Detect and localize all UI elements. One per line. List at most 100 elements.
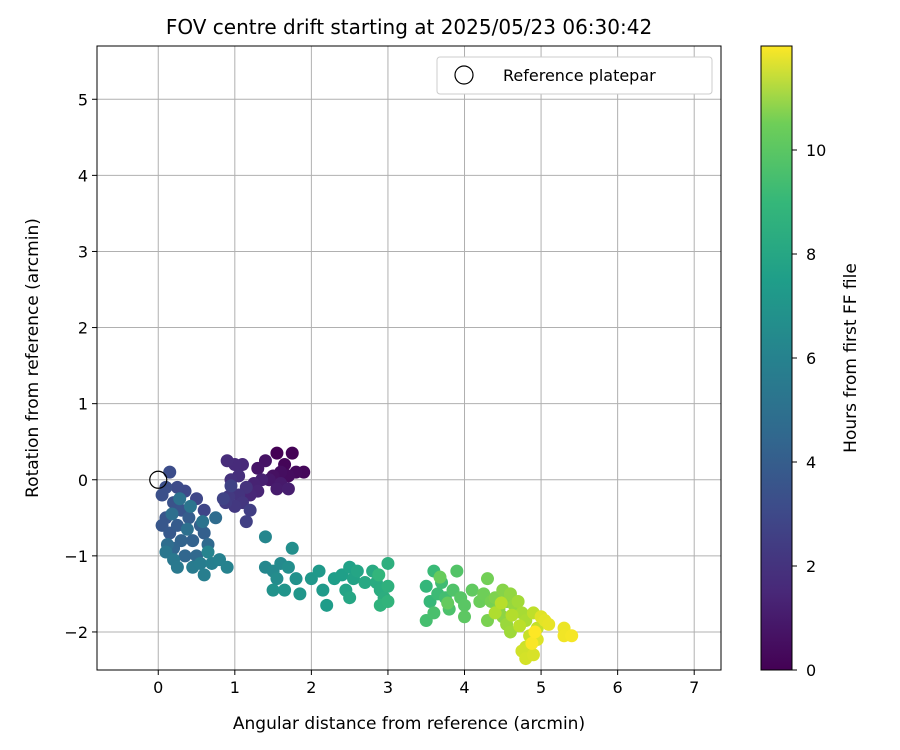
- data-point: [182, 511, 196, 525]
- data-point: [180, 522, 194, 536]
- data-point: [197, 568, 211, 582]
- data-point: [196, 515, 210, 529]
- data-point: [542, 617, 556, 631]
- grid-lines: [97, 46, 721, 670]
- data-point: [285, 541, 299, 555]
- data-point: [165, 507, 179, 521]
- data-point: [458, 598, 472, 612]
- reference-point-marker: [149, 470, 168, 489]
- y-tick-label: 5: [78, 90, 88, 109]
- data-point: [239, 515, 253, 529]
- colorbar-tick-label: 2: [806, 557, 816, 576]
- data-point: [513, 619, 527, 633]
- x-tick-label: 4: [459, 678, 469, 697]
- data-point: [450, 564, 464, 578]
- data-point: [201, 545, 215, 559]
- data-point: [220, 560, 234, 574]
- data-point: [197, 526, 211, 540]
- data-point: [281, 560, 295, 574]
- chart-title: FOV centre drift starting at 2025/05/23 …: [166, 15, 652, 39]
- data-point: [243, 503, 257, 517]
- data-point: [312, 564, 326, 578]
- data-point: [316, 583, 330, 597]
- y-tick-label: −1: [64, 547, 88, 566]
- legend-marker-icon: [454, 65, 474, 85]
- x-tick-label: 3: [383, 678, 393, 697]
- data-point: [488, 606, 502, 620]
- data-point: [266, 583, 280, 597]
- data-point: [270, 446, 284, 460]
- y-tick-label: 3: [78, 242, 88, 261]
- data-point: [285, 446, 299, 460]
- data-point: [511, 595, 525, 609]
- data-point: [525, 636, 539, 650]
- data-point: [209, 511, 223, 525]
- colorbar-tick-label: 8: [806, 245, 816, 264]
- data-point: [170, 518, 184, 532]
- data-point: [381, 556, 395, 570]
- legend-box: [436, 56, 713, 95]
- data-point: [494, 596, 508, 610]
- y-axis-label: Rotation from reference (arcmin): [23, 218, 43, 498]
- data-point: [293, 587, 307, 601]
- data-point: [505, 608, 519, 622]
- y-tick-label: −2: [64, 623, 88, 642]
- data-point: [465, 583, 479, 597]
- data-point: [251, 461, 265, 475]
- colorbar-tick-label: 0: [806, 661, 816, 680]
- data-point: [419, 579, 433, 593]
- data-point: [281, 482, 295, 496]
- data-point: [155, 488, 169, 502]
- data-point: [193, 556, 207, 570]
- data-point: [358, 575, 372, 589]
- data-point: [427, 606, 441, 620]
- x-tick-label: 0: [153, 678, 163, 697]
- legend-label: Reference platepar: [503, 66, 656, 85]
- data-point: [441, 596, 455, 610]
- data-point: [173, 492, 187, 506]
- data-point: [433, 570, 447, 584]
- plot-frame: [96, 45, 722, 671]
- data-point: [458, 610, 472, 624]
- data-point: [372, 568, 386, 582]
- x-axis-ticks: 0 1 2 3 4 5 6 7: [153, 670, 699, 697]
- data-point: [178, 549, 192, 563]
- colorbar-tick-label: 4: [806, 453, 816, 472]
- data-point: [170, 560, 184, 574]
- data-point: [381, 579, 395, 593]
- data-point: [224, 479, 238, 493]
- colorbar-ticks: 0 2 4 6 8 10: [792, 141, 826, 680]
- data-point: [343, 591, 357, 605]
- data-point: [503, 625, 517, 639]
- colorbar-gradient: [760, 45, 793, 671]
- data-point: [163, 465, 177, 479]
- data-point: [183, 499, 197, 513]
- x-tick-label: 5: [536, 678, 546, 697]
- data-point: [220, 454, 234, 468]
- x-axis-label: Angular distance from reference (arcmin): [233, 714, 585, 734]
- data-point: [270, 572, 284, 586]
- legend: Reference platepar: [436, 56, 713, 95]
- data-point: [197, 503, 211, 517]
- data-point: [350, 564, 364, 578]
- data-point: [480, 572, 494, 586]
- colorbar-tick-label: 6: [806, 349, 816, 368]
- x-tick-label: 2: [306, 678, 316, 697]
- data-point: [278, 583, 292, 597]
- y-tick-label: 4: [78, 166, 88, 185]
- y-tick-label: 1: [78, 395, 88, 414]
- data-point: [528, 625, 542, 639]
- x-tick-label: 1: [230, 678, 240, 697]
- y-axis-ticks: −2 −1 0 1 2 3 4 5: [64, 90, 97, 642]
- data-point: [289, 572, 303, 586]
- data-point: [186, 534, 200, 548]
- x-tick-label: 7: [689, 678, 699, 697]
- x-tick-label: 6: [613, 678, 623, 697]
- y-tick-label: 2: [78, 319, 88, 338]
- data-point: [526, 648, 540, 662]
- colorbar-label: Hours from first FF file: [841, 263, 861, 453]
- colorbar-tick-label: 10: [806, 141, 826, 160]
- y-tick-label: 0: [78, 471, 88, 490]
- data-point: [565, 629, 579, 643]
